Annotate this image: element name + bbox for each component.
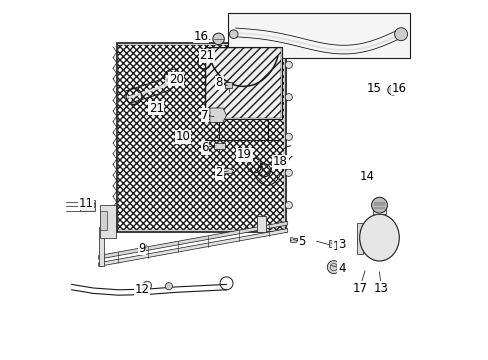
Text: 2: 2	[215, 166, 223, 179]
Circle shape	[326, 261, 340, 274]
Ellipse shape	[359, 214, 399, 261]
Text: 8: 8	[215, 76, 223, 89]
Circle shape	[285, 61, 292, 68]
Bar	[100, 211, 107, 230]
Text: 14: 14	[359, 170, 374, 183]
Text: 19: 19	[237, 148, 251, 161]
Text: 3: 3	[337, 238, 345, 251]
Bar	[118, 45, 284, 230]
Text: 13: 13	[373, 282, 388, 294]
Bar	[205, 48, 281, 118]
Text: 20: 20	[168, 73, 183, 86]
Circle shape	[212, 33, 224, 45]
Bar	[80, 200, 95, 211]
Circle shape	[285, 133, 292, 140]
Polygon shape	[99, 229, 287, 266]
Polygon shape	[356, 223, 363, 254]
Polygon shape	[99, 221, 287, 259]
Polygon shape	[290, 238, 297, 242]
Circle shape	[285, 169, 292, 176]
Text: 16: 16	[193, 30, 208, 42]
Circle shape	[371, 197, 386, 213]
Bar	[213, 143, 224, 149]
Text: 15: 15	[366, 82, 381, 95]
Text: 16: 16	[391, 82, 406, 95]
Bar	[99, 227, 104, 266]
Text: 21: 21	[148, 102, 163, 114]
Circle shape	[285, 202, 292, 209]
Text: 21: 21	[199, 49, 214, 62]
Text: 7: 7	[201, 109, 208, 122]
Bar	[328, 240, 340, 247]
Bar	[228, 13, 409, 58]
Bar	[204, 47, 282, 119]
Circle shape	[142, 281, 151, 290]
Text: 9: 9	[138, 242, 145, 255]
Circle shape	[81, 201, 89, 210]
Bar	[117, 43, 285, 232]
Circle shape	[165, 283, 172, 290]
Text: 1: 1	[332, 240, 339, 253]
Text: 12: 12	[134, 283, 149, 296]
Circle shape	[88, 202, 95, 209]
Circle shape	[285, 94, 292, 101]
Bar	[100, 205, 116, 238]
Bar	[257, 216, 265, 232]
Text: 5: 5	[298, 235, 305, 248]
Text: 6: 6	[201, 141, 208, 154]
Bar	[225, 82, 231, 88]
Text: 11: 11	[79, 197, 93, 210]
Text: 10: 10	[176, 130, 190, 143]
Text: 4: 4	[337, 262, 345, 275]
Polygon shape	[209, 108, 226, 122]
Text: 17: 17	[351, 282, 366, 294]
Circle shape	[387, 85, 397, 95]
Circle shape	[394, 28, 407, 41]
Text: 18: 18	[272, 156, 287, 168]
Bar	[372, 206, 385, 214]
Polygon shape	[221, 168, 233, 174]
Circle shape	[229, 30, 238, 39]
